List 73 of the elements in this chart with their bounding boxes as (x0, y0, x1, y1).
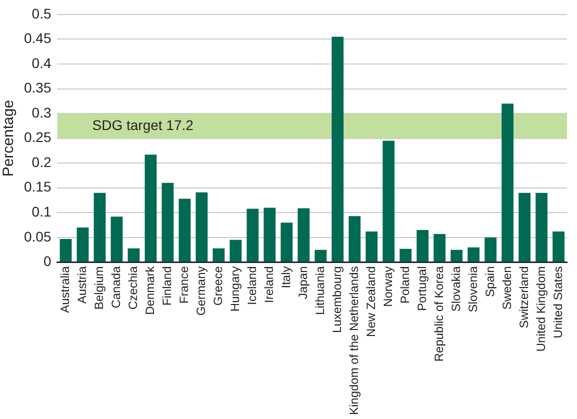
bar (450, 250, 463, 262)
bar (552, 232, 564, 262)
x-tick-label: Slovakia (448, 266, 463, 312)
bar (332, 36, 344, 262)
x-tick-label: Greece (210, 266, 225, 306)
bar (196, 192, 208, 262)
bar (144, 154, 157, 262)
bar (178, 198, 191, 262)
x-tick-label: Ireland (262, 266, 276, 303)
x-tick-label: Denmark (143, 265, 158, 315)
bar (162, 182, 174, 262)
bar (468, 247, 480, 262)
bar (60, 238, 72, 262)
bar (76, 228, 89, 262)
x-tick-label: Iceland (244, 266, 259, 305)
x-tick-label: Czechia (126, 266, 140, 310)
y-tick-label: 0.5 (32, 5, 52, 22)
x-tick-label: Lithuania (312, 266, 327, 315)
y-tick-label: 0.45 (24, 30, 52, 46)
bar (366, 232, 378, 262)
x-tick-label: Norway (380, 266, 395, 307)
x-tick-label: Kingdom of the Netherlands (346, 266, 361, 416)
x-tick-label: Japan (296, 266, 310, 299)
y-axis-title: Percentage (0, 100, 18, 177)
bar (212, 248, 225, 262)
bar (484, 237, 497, 262)
bar (264, 208, 276, 262)
bar (348, 216, 361, 262)
band-label: SDG target 17.2 (92, 116, 194, 133)
x-tick-label: Spain (482, 266, 497, 297)
x-tick-label: Slovenia (466, 266, 480, 312)
bar (230, 240, 242, 262)
x-tick-label: Poland (398, 266, 412, 304)
x-tick-label: Portugal (414, 266, 429, 311)
bar (400, 248, 412, 262)
bar (434, 234, 446, 262)
bar (298, 208, 310, 262)
x-tick-label: Hungary (228, 266, 242, 312)
x-tick-label: Canada (109, 266, 124, 308)
x-tick-label: Finland (160, 266, 174, 306)
bar (502, 104, 514, 262)
x-tick-label: Republic of Korea (432, 266, 446, 362)
x-tick-label: Sweden (500, 266, 514, 310)
bar (382, 140, 395, 262)
x-tick-label: United Kingdom (534, 266, 548, 352)
x-tick-label: Austria (75, 266, 90, 304)
bar (94, 192, 106, 262)
bar (518, 192, 530, 262)
y-tick-label: 0.35 (24, 80, 52, 96)
bar (536, 192, 548, 262)
y-tick-label: 0.1 (32, 204, 52, 220)
x-tick-label: Belgium (92, 266, 106, 310)
y-tick-label: 0.05 (24, 228, 52, 244)
x-tick-label: France (177, 266, 192, 304)
x-tick-label: Luxembourg (330, 266, 344, 333)
bar (128, 248, 140, 262)
bar (314, 250, 327, 262)
y-tick-label: 0.4 (32, 54, 52, 71)
bar (110, 216, 123, 262)
x-tick-label: New Zealand (364, 266, 378, 337)
y-tick-label: 0.25 (24, 129, 52, 146)
bar (246, 208, 259, 262)
x-tick-label: Germany (194, 266, 208, 316)
y-tick-label: 0.15 (24, 178, 52, 195)
x-tick-label: Australia (58, 266, 72, 313)
y-tick-label: 0.2 (32, 154, 52, 170)
x-tick-label: Switzerland (516, 266, 531, 328)
bar (280, 222, 293, 262)
x-tick-label: United States (550, 266, 565, 338)
y-tick-label: 0 (43, 253, 52, 270)
x-tick-label: Italy (278, 266, 293, 288)
y-tick-label: 0.3 (32, 104, 52, 120)
bar (416, 230, 429, 262)
